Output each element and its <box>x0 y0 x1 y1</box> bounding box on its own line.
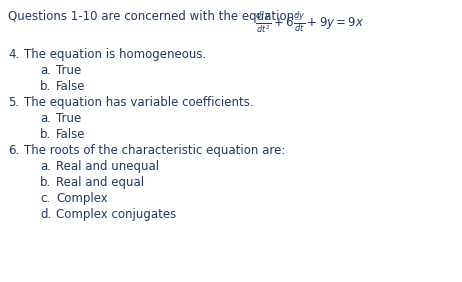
Text: 5.: 5. <box>8 96 19 109</box>
Text: b.: b. <box>40 80 51 93</box>
Text: The equation is homogeneous.: The equation is homogeneous. <box>24 48 206 61</box>
Text: True: True <box>56 64 81 77</box>
Text: a.: a. <box>40 160 51 173</box>
Text: Real and equal: Real and equal <box>56 176 144 189</box>
Text: The equation has variable coefficients.: The equation has variable coefficients. <box>24 96 254 109</box>
Text: d.: d. <box>40 208 51 221</box>
Text: Complex: Complex <box>56 192 108 205</box>
Text: a.: a. <box>40 64 51 77</box>
Text: False: False <box>56 128 85 141</box>
Text: c.: c. <box>40 192 50 205</box>
Text: The roots of the characteristic equation are:: The roots of the characteristic equation… <box>24 144 286 157</box>
Text: Complex conjugates: Complex conjugates <box>56 208 176 221</box>
Text: 6.: 6. <box>8 144 19 157</box>
Text: b.: b. <box>40 128 51 141</box>
Text: True: True <box>56 112 81 125</box>
Text: $\frac{d^2y}{dt^2} + 6\frac{dy}{dt} + 9y = 9x$: $\frac{d^2y}{dt^2} + 6\frac{dy}{dt} + 9y… <box>255 10 365 36</box>
Text: Questions 1-10 are concerned with the equation:: Questions 1-10 are concerned with the eq… <box>8 10 306 23</box>
Text: 4.: 4. <box>8 48 19 61</box>
Text: a.: a. <box>40 112 51 125</box>
Text: Real and unequal: Real and unequal <box>56 160 159 173</box>
Text: b.: b. <box>40 176 51 189</box>
Text: False: False <box>56 80 85 93</box>
